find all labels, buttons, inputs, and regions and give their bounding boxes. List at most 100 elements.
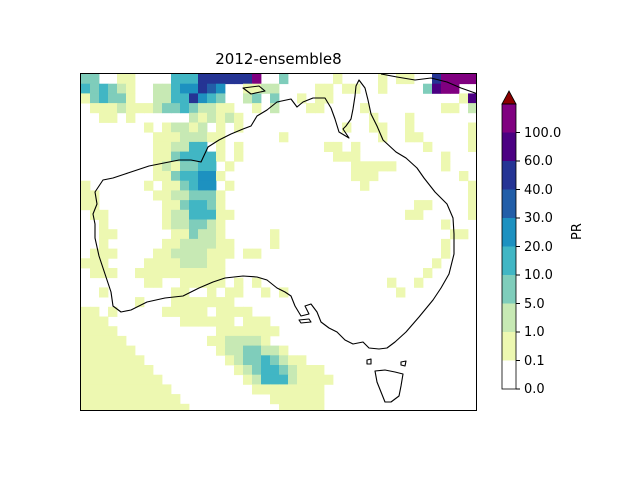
precip-cell [234,112,244,123]
precip-cell [162,83,172,94]
precip-cell [279,74,289,85]
precip-cell [90,209,100,220]
precip-cell [207,151,217,162]
precip-cell [324,83,334,94]
precip-cell [189,306,199,317]
precip-cell [198,229,208,240]
precip-cell [180,93,190,104]
precip-cell [126,112,136,123]
precip-cell [171,258,181,269]
precip-cell [171,209,181,220]
precip-cell [198,171,208,182]
precip-cell [468,190,476,201]
precip-cell [144,277,154,288]
precip-cell [288,384,298,395]
precip-cell [162,93,172,104]
precip-cell [81,326,91,337]
precip-cell [315,365,325,376]
precip-cell [171,268,181,279]
precip-cell [243,345,253,356]
kangaroo-island-coastline [298,318,312,324]
precip-cell [189,112,199,123]
precip-cell [468,93,476,104]
map-panel [80,73,477,411]
precip-cell [153,132,163,143]
precip-cell [90,103,100,114]
precip-cell [81,384,91,395]
precip-cell [459,74,469,85]
precip-cell [207,132,217,143]
precip-cell [90,268,100,279]
precip-cell [243,74,253,85]
precip-cell [108,306,118,317]
precip-cell [333,141,343,152]
precip-cell [162,161,172,172]
precip-cell [459,171,469,182]
precip-cell [342,83,352,94]
precip-cell [279,132,289,143]
precip-cell [153,403,163,410]
precip-cell [306,394,316,405]
precip-cell [198,132,208,143]
precip-cell [126,345,136,356]
precip-cell [126,74,136,85]
precip-cell [117,103,127,114]
precip-cell [81,316,91,327]
precip-cell [180,180,190,191]
precip-cell [243,374,253,385]
precip-cell [99,374,109,385]
precip-cell [234,277,244,288]
precip-cell [234,335,244,346]
precip-cell [189,316,199,327]
precip-cell [189,209,199,220]
precip-cell [180,287,190,298]
precipitation-map [81,74,476,410]
precip-cell [279,345,289,356]
precip-cell [108,384,118,395]
precip-cell [99,268,109,279]
precip-cell [180,248,190,259]
small-island-coastline [400,360,407,367]
precip-cell [90,355,100,366]
precip-cell [216,122,226,133]
precip-cell [405,209,415,220]
precip-cell [306,103,316,114]
precip-cell [117,335,127,346]
precip-cell [225,345,235,356]
precip-cell [171,103,181,114]
precip-cell [216,103,226,114]
precip-cell [108,335,118,346]
precip-cell [324,93,334,104]
precip-cell [216,297,226,308]
precip-cell [207,103,217,114]
precip-cell [441,161,451,172]
precip-cell [180,161,190,172]
precip-cell [171,394,181,405]
precip-cell [216,200,226,211]
precip-cell [117,83,127,94]
precip-cell [180,238,190,249]
precip-cell [144,403,154,410]
precip-cell [324,374,334,385]
precip-cell [378,74,388,85]
precip-cell [225,161,235,172]
precip-cell [171,190,181,201]
precip-cell [225,103,235,114]
precip-cell [270,229,280,240]
precip-cell [216,141,226,152]
precip-cell [90,345,100,356]
colorbar-tick-label: 60.0 [524,154,553,169]
precip-cell [171,161,181,172]
precip-cell [288,403,298,410]
precip-cell [279,374,289,385]
precip-cell [126,365,136,376]
precip-cell [198,83,208,94]
precip-cell [252,83,262,94]
precip-cell [99,316,109,327]
precip-cell [261,374,271,385]
precip-cell [162,384,172,395]
precip-cell [162,209,172,220]
precip-cell [162,171,172,182]
precip-cell [153,103,163,114]
precip-cell [414,277,424,288]
